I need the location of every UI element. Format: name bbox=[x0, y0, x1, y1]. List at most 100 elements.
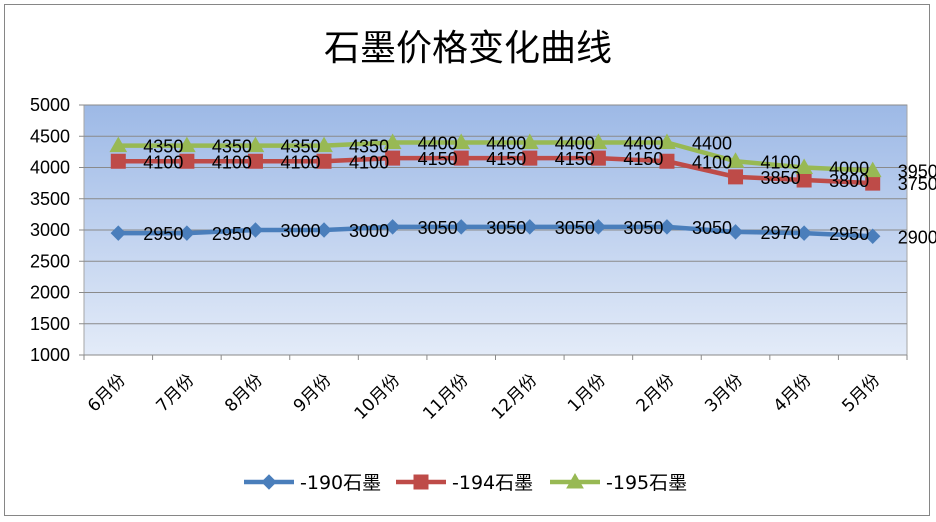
x-axis: 6月份 7月份 8月份 9月份 10月份 11月份 12月份 1月份 2月份 3月份 4月份 5月份 bbox=[83, 355, 908, 424]
data-point bbox=[383, 133, 402, 149]
legend-label: -195石墨 bbox=[606, 472, 687, 494]
data-point bbox=[659, 219, 675, 235]
legend: -190石墨 -194石墨 -195石墨 bbox=[244, 472, 687, 494]
data-point bbox=[726, 152, 745, 168]
data-label: 4100 bbox=[212, 152, 252, 172]
data-point bbox=[316, 153, 332, 169]
data-label: 4100 bbox=[143, 152, 183, 172]
series-0 bbox=[110, 219, 881, 244]
data-point bbox=[522, 219, 538, 235]
legend-marker bbox=[413, 474, 429, 490]
legend-marker bbox=[261, 474, 277, 490]
data-point bbox=[520, 133, 539, 149]
data-label: 4350 bbox=[212, 137, 252, 157]
x-tick-label: 2月份 bbox=[633, 370, 679, 416]
series-line bbox=[118, 140, 873, 173]
x-tick-label: 6月份 bbox=[84, 370, 130, 416]
legend-label: -190石墨 bbox=[300, 472, 381, 494]
data-point bbox=[247, 153, 263, 169]
data-label: 4400 bbox=[555, 134, 595, 154]
data-labels: 2950 2950 3000 3000 3050 3050 3050 3050 3050 2970… bbox=[143, 134, 936, 248]
data-point bbox=[452, 133, 471, 149]
data-label: 4100 bbox=[692, 152, 732, 172]
data-point bbox=[453, 219, 469, 235]
data-label: 2950 bbox=[212, 224, 252, 244]
legend-label: -194石墨 bbox=[452, 472, 533, 494]
x-tick-label: 8月份 bbox=[221, 370, 267, 416]
data-point bbox=[795, 158, 813, 174]
y-tick-label: 3000 bbox=[30, 220, 70, 240]
data-point bbox=[316, 222, 332, 238]
y-tick-label: 1000 bbox=[30, 345, 70, 365]
data-label: 4400 bbox=[692, 134, 732, 154]
y-tick-label: 2000 bbox=[30, 283, 70, 303]
y-tick-label: 5000 bbox=[30, 95, 70, 115]
data-point bbox=[110, 153, 126, 169]
data-point bbox=[865, 228, 881, 244]
data-label: 4150 bbox=[555, 149, 595, 169]
x-tick-label: 1月份 bbox=[564, 370, 610, 416]
x-tick-label: 7月份 bbox=[153, 370, 199, 416]
data-label: 4400 bbox=[486, 134, 526, 154]
data-point bbox=[315, 136, 333, 153]
data-point bbox=[590, 219, 607, 235]
data-label: 4350 bbox=[349, 137, 389, 157]
data-label: 3050 bbox=[623, 218, 663, 238]
data-point bbox=[179, 225, 195, 241]
data-label: 2900 bbox=[898, 227, 936, 247]
series-layer bbox=[109, 133, 882, 244]
data-point bbox=[247, 222, 264, 238]
data-point bbox=[796, 225, 812, 241]
data-label: 3050 bbox=[555, 218, 595, 238]
data-label: 4100 bbox=[280, 152, 320, 172]
legend-item-1: -194石墨 bbox=[396, 472, 533, 494]
data-label: 3000 bbox=[349, 221, 389, 241]
data-label: 4350 bbox=[143, 137, 183, 157]
x-tick-label: 3月份 bbox=[701, 370, 747, 416]
data-point bbox=[590, 150, 606, 166]
series-1 bbox=[110, 150, 881, 191]
legend-marker bbox=[566, 472, 584, 489]
data-point bbox=[863, 161, 882, 178]
x-tick-label: 10月份 bbox=[351, 370, 404, 423]
data-label: 4150 bbox=[418, 149, 458, 169]
data-label: 3050 bbox=[486, 218, 526, 238]
data-point bbox=[385, 150, 401, 166]
x-tick-label: 4月份 bbox=[770, 370, 816, 416]
data-label: 4150 bbox=[623, 149, 663, 169]
data-label: 4100 bbox=[761, 152, 801, 172]
y-tick-label: 4000 bbox=[30, 158, 70, 178]
data-label: 4100 bbox=[349, 152, 389, 172]
data-label: 4400 bbox=[418, 134, 458, 154]
data-point bbox=[179, 153, 195, 169]
y-axis: 1000 1500 2000 2500 3000 3500 4000 4500 5000 bbox=[30, 95, 84, 365]
series-2 bbox=[109, 133, 882, 178]
x-tick-label: 9月份 bbox=[290, 370, 336, 416]
data-point bbox=[384, 219, 401, 235]
data-label: 3950 bbox=[898, 162, 936, 182]
data-point bbox=[246, 136, 265, 153]
data-label: 2970 bbox=[761, 223, 801, 243]
x-tick-label: 12月份 bbox=[488, 370, 541, 423]
data-label: 4150 bbox=[486, 149, 526, 169]
data-point bbox=[589, 133, 608, 149]
data-label: 2950 bbox=[829, 224, 869, 244]
data-point bbox=[110, 225, 126, 241]
data-point bbox=[727, 224, 744, 240]
data-point bbox=[522, 150, 538, 166]
series-line bbox=[118, 155, 873, 186]
data-label: 3000 bbox=[280, 221, 320, 241]
y-tick-label: 1500 bbox=[30, 314, 70, 334]
legend-item-2: -195石墨 bbox=[550, 472, 687, 494]
data-point bbox=[109, 136, 128, 153]
y-tick-label: 3500 bbox=[30, 189, 70, 209]
data-label: 3850 bbox=[761, 168, 801, 188]
data-label: 3750 bbox=[898, 174, 936, 194]
data-label: 4000 bbox=[829, 159, 869, 179]
series-line bbox=[118, 224, 873, 239]
data-label: 3050 bbox=[692, 218, 732, 238]
y-tick-label: 4500 bbox=[30, 126, 70, 146]
data-label: 3800 bbox=[829, 171, 869, 191]
data-point bbox=[178, 136, 196, 153]
